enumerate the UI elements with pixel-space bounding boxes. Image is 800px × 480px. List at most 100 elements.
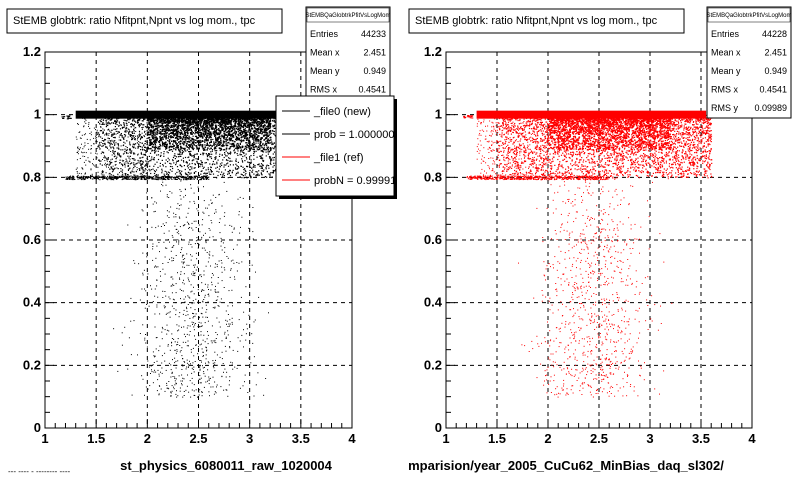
scatter-point: [179, 132, 181, 134]
scatter-point: [123, 122, 125, 124]
scatter-point: [218, 168, 220, 170]
scatter-point: [200, 132, 203, 134]
scatter-point: [204, 172, 206, 174]
scatter-point: [181, 122, 183, 124]
scatter-point: [171, 136, 173, 138]
scatter-point: [203, 149, 205, 151]
scatter-point: [141, 167, 143, 169]
scatter-point: [183, 151, 185, 153]
scatter-point: [227, 173, 229, 175]
scatter-point: [172, 145, 174, 148]
scatter-point: [139, 142, 141, 144]
scatter-point: [274, 121, 276, 123]
scatter-point: [154, 132, 156, 134]
scatter-point: [233, 125, 235, 128]
scatter-point: [268, 139, 271, 142]
scatter-point: [153, 172, 156, 175]
y-tick-label: 0.6: [23, 232, 41, 247]
scatter-point: [110, 162, 112, 164]
scatter-point: [241, 120, 244, 123]
scatter-point: [161, 133, 164, 135]
scatter-point: [117, 143, 119, 145]
scatter-point: [262, 160, 264, 162]
scatter-point: [143, 169, 145, 171]
scatter-point: [216, 139, 218, 142]
scatter-point: [207, 159, 209, 161]
scatter-point: [175, 144, 177, 146]
scatter-point: [190, 172, 192, 174]
scatter-point: [261, 149, 263, 152]
scatter-point: [253, 154, 255, 156]
x-tick-label: 3: [246, 431, 253, 446]
scatter-point: [207, 169, 209, 171]
scatter-point: [179, 155, 181, 157]
scatter-point: [133, 123, 136, 125]
scatter-point: [250, 159, 252, 161]
scatter-point: [139, 157, 141, 159]
scatter-point: [186, 141, 188, 143]
scatter-point: [232, 169, 234, 171]
scatter-point: [176, 166, 179, 168]
scatter-point: [217, 141, 219, 143]
scatter-point: [120, 124, 122, 126]
scatter-point: [238, 167, 240, 169]
scatter-point: [273, 127, 275, 129]
scatter-point: [137, 159, 139, 162]
scatter-point: [154, 125, 157, 128]
scatter-point: [102, 121, 104, 124]
scatter-point: [154, 134, 156, 136]
scatter-point: [225, 150, 227, 152]
scatter-point: [260, 173, 263, 175]
scatter-point: [227, 171, 229, 173]
scatter-point: [99, 123, 101, 125]
scatter-point: [98, 135, 100, 137]
scatter-point: [205, 130, 207, 132]
scatter-point: [264, 127, 266, 129]
scatter-point: [153, 165, 155, 167]
scatter-point: [219, 163, 222, 165]
scatter-point: [112, 133, 114, 135]
scatter-point: [190, 132, 192, 135]
scatter-point: [113, 151, 115, 153]
scatter-point: [209, 133, 211, 135]
scatter-point: [263, 145, 265, 147]
scatter-point: [145, 150, 148, 152]
scatter-point: [269, 156, 271, 158]
scatter-point: [223, 156, 225, 159]
scatter-point: [123, 125, 126, 127]
scatter-point: [137, 122, 139, 124]
scatter-point: [154, 151, 156, 153]
scatter-point: [241, 150, 243, 152]
scatter-point: [108, 121, 110, 123]
scatter-point: [198, 127, 201, 130]
scatter-point: [219, 135, 221, 137]
scatter-point: [145, 163, 147, 166]
scatter-point: [193, 156, 195, 158]
scatter-point: [201, 118, 203, 120]
scatter-point: [175, 148, 177, 150]
scatter-point: [162, 138, 164, 140]
scatter-point: [185, 145, 188, 147]
scatter-point: [264, 125, 266, 127]
scatter-point: [102, 170, 104, 172]
scatter-point: [170, 163, 172, 165]
scatter-point: [206, 158, 208, 160]
scatter-point: [261, 170, 263, 172]
scatter-point: [203, 119, 206, 121]
scatter-point: [273, 156, 275, 159]
scatter-point: [117, 153, 119, 155]
scatter-point: [213, 142, 215, 145]
scatter-point: [159, 165, 161, 167]
scatter-point: [153, 159, 155, 161]
scatter-point: [147, 146, 149, 148]
scatter-point: [251, 138, 254, 140]
scatter-point: [202, 130, 204, 132]
scatter-point: [206, 175, 208, 177]
scatter-point: [219, 124, 221, 126]
scatter-point: [196, 126, 198, 128]
scatter-point: [123, 141, 125, 143]
scatter-point: [190, 126, 193, 129]
scatter-point: [110, 167, 112, 169]
